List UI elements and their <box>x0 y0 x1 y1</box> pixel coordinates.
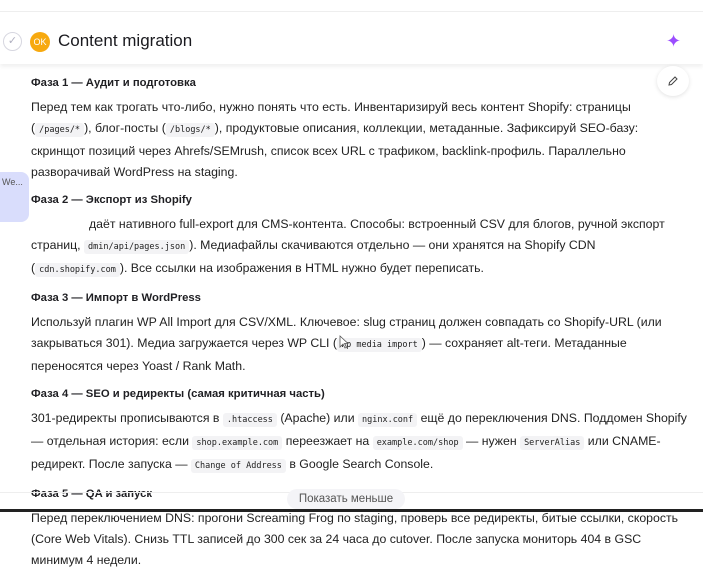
show-less-button[interactable]: Показать меньше <box>287 489 405 509</box>
inline-code: shop.example.com <box>192 436 283 450</box>
inline-code: Change of Address <box>190 459 286 473</box>
footer: Показать меньше <box>0 489 703 510</box>
text-segment: ), продуктовые описания, коллекции, мета… <box>31 121 639 179</box>
phase-text: 301-редиректы прописываются в .htaccess … <box>31 408 691 477</box>
task-header: ✓ OK Content migration ✦ <box>0 20 703 64</box>
text-segment: ). Все ссылки на изображения в HTML нужн… <box>119 261 484 275</box>
text-segment: ещё до переключения DNS. Поддомен Shopif… <box>31 411 687 448</box>
status-badge: OK <box>30 32 50 52</box>
text-segment: даёт нативного full-export для CMS-конте… <box>31 217 665 252</box>
inline-code: cdn.shopify.com <box>35 263 120 277</box>
text-segment: ). Медиафайлы скачиваются отдельно — они… <box>31 238 596 275</box>
inline-code: nginx.conf <box>357 413 418 427</box>
inline-code: dmin/api/pages.json <box>84 240 190 254</box>
complete-checkbox[interactable]: ✓ <box>3 32 22 51</box>
inline-code: ServerAlias <box>520 436 585 450</box>
inline-code: /pages/* <box>35 123 85 137</box>
phase-heading: Фаза 3 — Импорт в WordPress <box>31 292 201 304</box>
text-segment: ) — сохраняет alt-теги. Метаданные перен… <box>31 336 627 373</box>
pencil-icon <box>668 76 678 86</box>
phase-text: даёт нативного full-export для CMS-конте… <box>31 214 691 281</box>
phase-heading: Фаза 5 — QA и запуск <box>31 488 153 500</box>
text-segment: 301-редиректы прописываются в <box>31 411 223 425</box>
tooltip-popup[interactable]: We... <box>0 172 29 222</box>
text-segment: или CNAME-редирект. После запуска — <box>31 434 661 471</box>
phase-heading: Фаза 2 — Экспорт из Shopify <box>31 194 192 206</box>
phase-text: Перед тем как трогать что-либо, нужно по… <box>31 97 691 183</box>
text-segment: переезжает на <box>282 434 373 448</box>
phase-text: Перед переключением DNS: прогони Screami… <box>31 508 691 571</box>
sparkle-icon[interactable]: ✦ <box>666 31 682 51</box>
text-segment: Перед переключением DNS: прогони Screami… <box>31 511 679 567</box>
phase-text: Используй плагин WP All Import для CSV/X… <box>31 312 691 377</box>
edit-button[interactable] <box>657 66 689 96</box>
text-segment: (Apache) или <box>276 411 358 425</box>
inline-code: example.com/shop <box>372 436 463 450</box>
text-segment: в Google Search Console. <box>285 457 434 471</box>
bottom-bar <box>0 509 703 512</box>
inline-code: wp media import <box>336 338 422 352</box>
page-title: Content migration <box>58 31 193 50</box>
text-segment: — нужен <box>462 434 521 448</box>
phase-heading: Фаза 4 — SEO и редиректы (самая критична… <box>31 388 325 400</box>
inline-code: /blogs/* <box>165 123 215 137</box>
text-segment: Используй плагин WP All Import для CSV/X… <box>31 315 662 350</box>
text-segment: ), блог-посты ( <box>84 121 166 135</box>
inline-code: .htaccess <box>222 413 277 427</box>
text-segment: Перед тем как трогать что-либо, нужно по… <box>31 100 631 135</box>
phase-heading: Фаза 1 — Аудит и подготовка <box>31 77 196 89</box>
top-toolbar <box>0 0 703 12</box>
mouse-cursor-icon <box>339 335 349 349</box>
